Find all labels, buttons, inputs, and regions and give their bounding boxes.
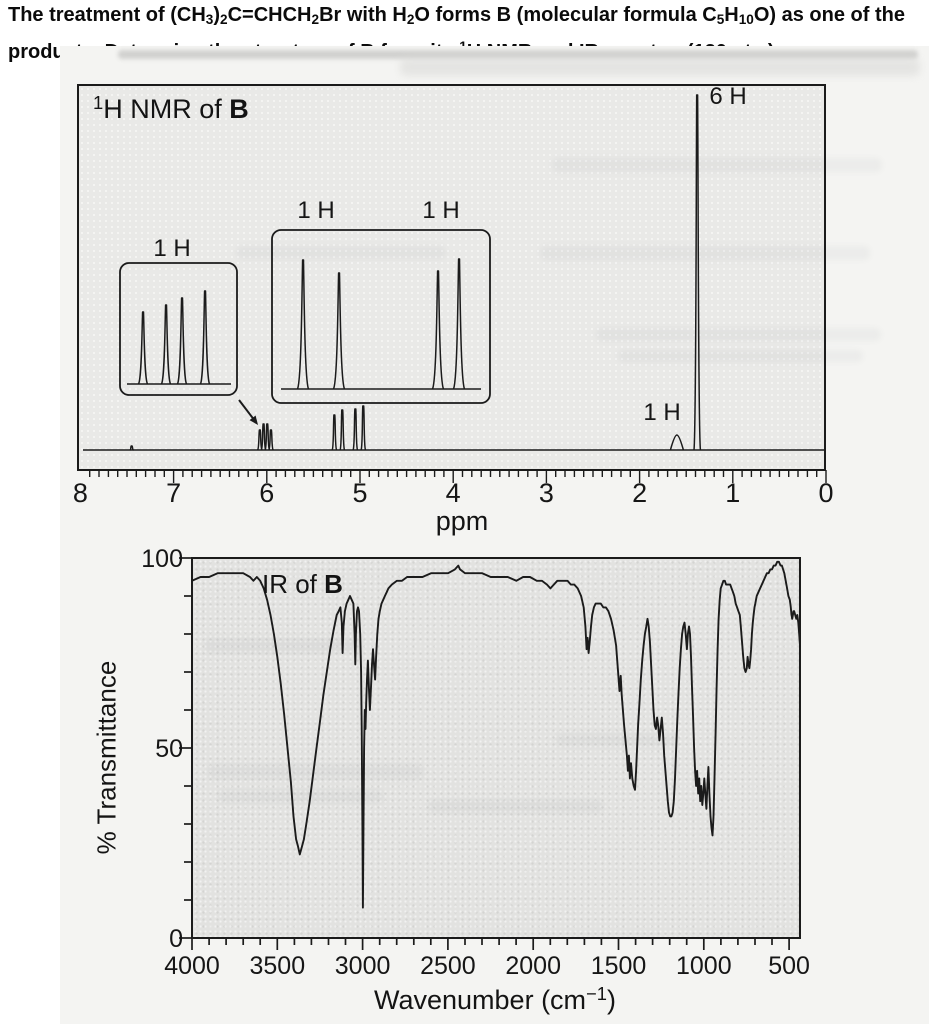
- bleed-through-artifact: [208, 764, 423, 779]
- scan-edge-artifact: [400, 58, 920, 76]
- ir-plot-area: [193, 559, 799, 938]
- nmr-x-axis-label: ppm: [435, 506, 489, 536]
- scan-edge-artifact: [118, 50, 918, 59]
- bleed-through-artifact: [596, 328, 881, 341]
- problem-statement-line1: The treatment of (CH3)2C=CHCH2Br with H2…: [8, 4, 905, 27]
- bleed-through-artifact: [218, 790, 383, 803]
- bleed-through-artifact: [618, 350, 863, 362]
- bleed-through-artifact: [205, 638, 355, 653]
- nmr-panel: [79, 86, 825, 470]
- ir-x-axis-label: Wavenumber (cm−1): [374, 983, 616, 1016]
- bleed-through-artifact: [556, 734, 676, 746]
- ir-title: IR of B: [262, 569, 343, 599]
- bleed-through-artifact: [540, 246, 870, 260]
- ir-y-axis-label: % Transmittance: [91, 660, 122, 855]
- bleed-through-artifact: [552, 158, 882, 172]
- bleed-through-artifact: [236, 246, 446, 259]
- nmr-title: 1H NMR of B: [93, 92, 249, 125]
- bleed-through-artifact: [428, 800, 603, 813]
